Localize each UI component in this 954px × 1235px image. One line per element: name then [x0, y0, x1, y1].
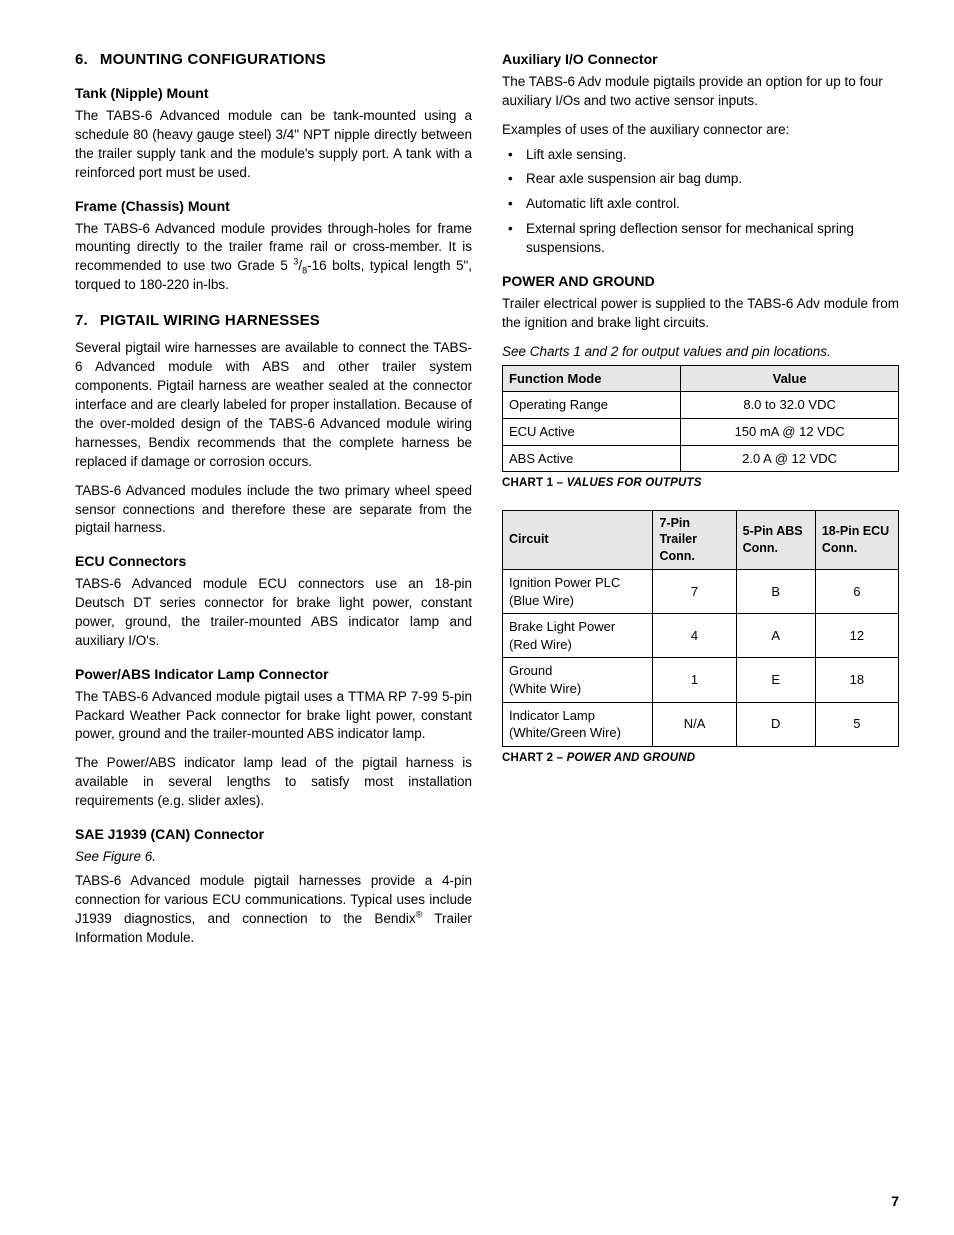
aux-io-list: Lift axle sensing. Rear axle suspension …: [502, 146, 899, 258]
power-ground-see-ref: See Charts 1 and 2 for output values and…: [502, 343, 899, 361]
chart-1-col-1: Function Mode: [503, 365, 681, 392]
section-7-number: 7.: [75, 311, 88, 331]
section-7-heading: 7. PIGTAIL WIRING HARNESSES: [75, 311, 472, 331]
table-row: ABS Active 2.0 A @ 12 VDC: [503, 445, 899, 472]
chart-2-col-3: 5-Pin ABS Conn.: [736, 510, 815, 570]
chart-2-col-1: Circuit: [503, 510, 653, 570]
table-row: ECU Active 150 mA @ 12 VDC: [503, 419, 899, 446]
ecu-connectors-heading: ECU Connectors: [75, 552, 472, 571]
chart-2-caption: CHART 2 – POWER AND GROUND: [502, 751, 899, 767]
section-7-title: PIGTAIL WIRING HARNESSES: [100, 312, 320, 329]
table-row: Indicator Lamp(White/Green Wire) N/A D 5: [503, 702, 899, 746]
chart-1-col-2: Value: [681, 365, 899, 392]
aux-io-paragraph-1: The TABS-6 Adv module pigtails provide a…: [502, 73, 899, 111]
aux-io-item: Lift axle sensing.: [502, 146, 899, 165]
power-ground-heading: POWER AND GROUND: [502, 272, 899, 291]
chart-1-caption: CHART 1 – VALUES FOR OUTPUTS: [502, 476, 899, 492]
sae-heading: SAE J1939 (CAN) Connector: [75, 825, 472, 844]
table-row: Circuit 7-Pin Trailer Conn. 5-Pin ABS Co…: [503, 510, 899, 570]
power-abs-heading: Power/ABS Indicator Lamp Connector: [75, 665, 472, 684]
table-row: Operating Range 8.0 to 32.0 VDC: [503, 392, 899, 419]
aux-io-item: Automatic lift axle control.: [502, 195, 899, 214]
aux-io-item: External spring deflection sensor for me…: [502, 220, 899, 258]
table-row: Ground(White Wire) 1 E 18: [503, 658, 899, 702]
chart-2-table: Circuit 7-Pin Trailer Conn. 5-Pin ABS Co…: [502, 510, 899, 747]
aux-io-item: Rear axle suspension air bag dump.: [502, 170, 899, 189]
power-ground-paragraph: Trailer electrical power is supplied to …: [502, 295, 899, 333]
tank-mount-heading: Tank (Nipple) Mount: [75, 84, 472, 103]
pigtail-paragraph-1: Several pigtail wire harnesses are avail…: [75, 339, 472, 471]
page-number: 7: [891, 1192, 899, 1211]
sae-see-ref: See Figure 6.: [75, 848, 472, 866]
chart-2-col-2: 7-Pin Trailer Conn.: [653, 510, 736, 570]
section-6-title: MOUNTING CONFIGURATIONS: [100, 51, 326, 68]
power-abs-paragraph-2: The Power/ABS indicator lamp lead of the…: [75, 754, 472, 811]
aux-io-heading: Auxiliary I/O Connector: [502, 50, 899, 69]
chart-2-col-4: 18-Pin ECU Conn.: [815, 510, 898, 570]
left-column: 6. MOUNTING CONFIGURATIONS Tank (Nipple) …: [75, 50, 472, 958]
section-6-heading: 6. MOUNTING CONFIGURATIONS: [75, 50, 472, 70]
table-row: Ignition Power PLC(Blue Wire) 7 B 6: [503, 570, 899, 614]
table-row: Function Mode Value: [503, 365, 899, 392]
frame-mount-heading: Frame (Chassis) Mount: [75, 197, 472, 216]
pigtail-paragraph-2: TABS-6 Advanced modules include the two …: [75, 482, 472, 539]
two-column-layout: 6. MOUNTING CONFIGURATIONS Tank (Nipple) …: [75, 50, 899, 958]
table-row: Brake Light Power(Red Wire) 4 A 12: [503, 614, 899, 658]
frame-mount-paragraph: The TABS-6 Advanced module provides thro…: [75, 220, 472, 296]
right-column: Auxiliary I/O Connector The TABS-6 Adv m…: [502, 50, 899, 958]
section-6-number: 6.: [75, 50, 88, 70]
chart-1-table: Function Mode Value Operating Range 8.0 …: [502, 365, 899, 472]
sae-paragraph: TABS-6 Advanced module pigtail harnesses…: [75, 872, 472, 948]
power-abs-paragraph-1: The TABS-6 Advanced module pigtail uses …: [75, 688, 472, 745]
tank-mount-paragraph: The TABS-6 Advanced module can be tank-m…: [75, 107, 472, 183]
aux-io-paragraph-2: Examples of uses of the auxiliary connec…: [502, 121, 899, 140]
ecu-connectors-paragraph: TABS-6 Advanced module ECU connectors us…: [75, 575, 472, 651]
